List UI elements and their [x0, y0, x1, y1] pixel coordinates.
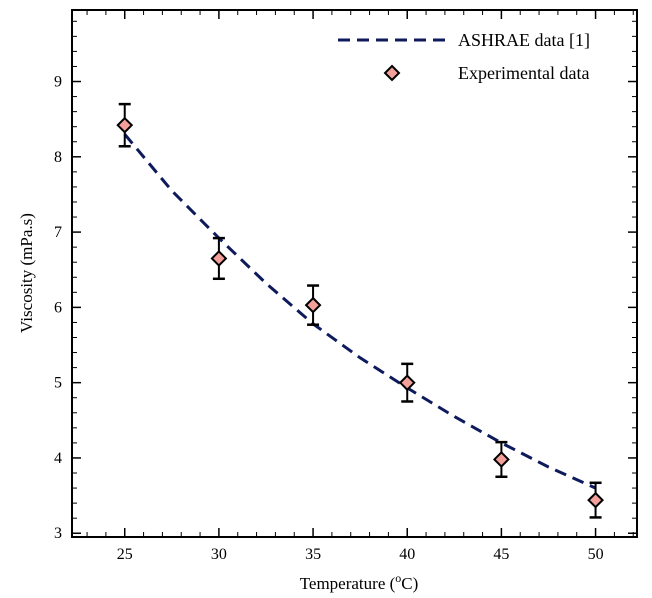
series-layer [116, 102, 604, 519]
experimental-point-25 [116, 102, 134, 148]
y-tick-label-3: 3 [54, 525, 62, 542]
x-axis-title-superscript: o [395, 571, 401, 585]
experimental-point-45 [492, 440, 510, 479]
y-tick-label-9: 9 [54, 74, 62, 91]
y-axis-title: Viscosity (mPa.s) [17, 213, 36, 333]
experimental-point-30 [210, 236, 228, 281]
legend-label-ashrae: ASHRAE data [1] [458, 30, 590, 50]
experimental-marker-30 [210, 250, 228, 267]
x-tick-label-45: 45 [493, 546, 509, 563]
legend-label-experimental: Experimental data [458, 63, 589, 83]
experimental-point-35 [304, 284, 322, 326]
x-tick-label-35: 35 [305, 546, 321, 563]
x-tick-label-50: 50 [588, 546, 604, 563]
experimental-marker-40 [398, 374, 416, 392]
y-tick-label-5: 5 [54, 375, 62, 392]
experimental-marker-50 [587, 491, 604, 509]
ashrae-curve [123, 133, 597, 490]
x-tick-label-25: 25 [117, 546, 133, 563]
y-tick-label-6: 6 [54, 299, 62, 316]
experimental-marker-35 [304, 296, 322, 314]
plot-frame [71, 9, 638, 538]
experimental-marker-25 [116, 116, 134, 134]
x-tick-label-30: 30 [211, 546, 227, 563]
experimental-marker-45 [492, 451, 510, 468]
y-tick-label-7: 7 [54, 224, 62, 241]
x-tick-label-40: 40 [399, 546, 415, 563]
y-tick-label-8: 8 [54, 149, 62, 166]
legend: ASHRAE data [1] Experimental data [338, 30, 590, 83]
legend-marker-experimental [383, 64, 401, 82]
y-tick-label-4: 4 [54, 450, 62, 467]
experimental-point-40 [398, 362, 416, 403]
x-axis-title: Temperature (oC) [300, 571, 419, 593]
experimental-point-50 [587, 481, 604, 519]
